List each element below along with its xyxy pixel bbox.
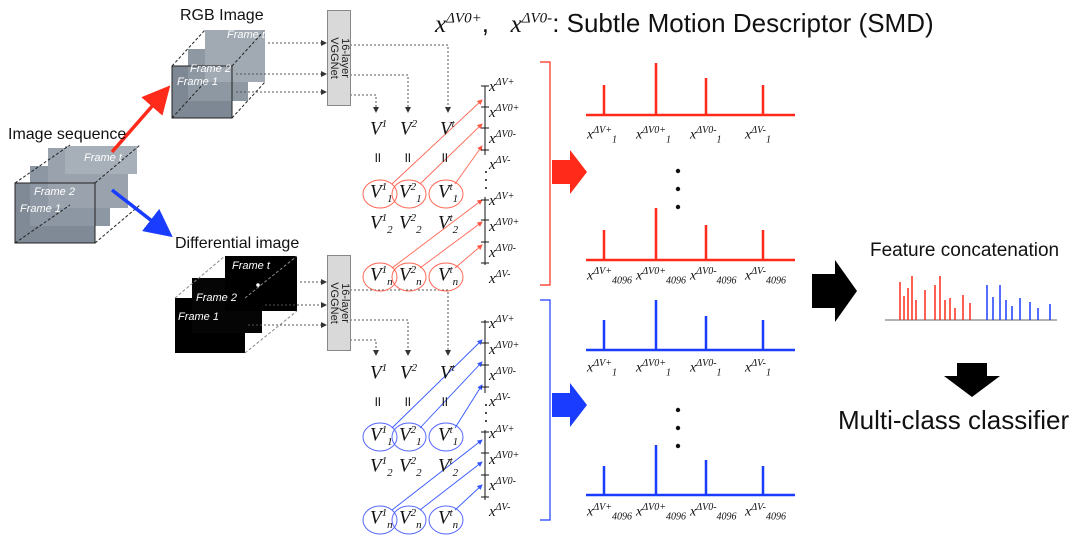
- v-row1-top-t: Vt1: [438, 181, 459, 206]
- blue-top-label-1: xΔV0+1: [636, 358, 671, 379]
- differential-image-stack: [174, 255, 298, 354]
- image-sequence-stack: [14, 144, 141, 244]
- seq-frame-2-label: Frame 2: [34, 186, 75, 198]
- equals-2-bottom: ॥: [403, 393, 412, 409]
- v-row1-bottom: V11: [370, 424, 393, 449]
- vt-label-bottom: Vt: [440, 362, 455, 384]
- red-bottom-label-2: xΔV0-4096: [690, 266, 737, 287]
- v1-label: V1: [370, 118, 388, 140]
- v-row2-top-2: V22: [399, 212, 422, 237]
- red-bottom-label-3: xΔV-4096: [745, 266, 786, 287]
- diff-frame-2-label: Frame 2: [196, 292, 237, 304]
- blue-bottom-label-1: xΔV0+4096: [636, 502, 686, 523]
- red-top-label-3: xΔV-1: [745, 125, 771, 146]
- red-top-label-0: xΔV+1: [587, 125, 617, 146]
- differential-image-label: Differential image: [175, 235, 300, 252]
- v-row1-top: V11: [370, 181, 393, 206]
- v1-label-bottom: V1: [370, 362, 388, 384]
- v-rown-bottom-t: Vtn: [438, 507, 459, 532]
- equals-1: ॥: [373, 149, 382, 165]
- rgb-image-stack: [171, 29, 266, 119]
- blue-top-label-3: xΔV-1: [745, 358, 771, 379]
- multi-class-classifier-label: Multi-class classifier: [838, 405, 1070, 435]
- v-rown-bottom-2: V2n: [399, 507, 422, 532]
- equals-t: ॥: [440, 149, 449, 165]
- blue-top-label-0: xΔV+1: [587, 358, 617, 379]
- vggnet-rgb-box: 16-layer VGGNet: [327, 10, 351, 106]
- v2-label: V2: [400, 118, 418, 140]
- rgb-frame-1-label: Frame 1: [177, 76, 218, 88]
- v-row2-bottom-t: Vt2: [438, 455, 459, 480]
- blue-bottom-label-0: xΔV+4096: [587, 502, 632, 523]
- v-row2-bottom: V12: [370, 455, 393, 480]
- diff-frame-1-label: Frame 1: [178, 311, 219, 323]
- equals-1-bottom: ॥: [373, 393, 382, 409]
- v-row1-bottom-2: V21: [399, 424, 422, 449]
- v-row1-bottom-t: Vt1: [438, 424, 459, 449]
- v-rown-top-t: Vtn: [438, 264, 459, 289]
- blue-bottom-label-3: xΔV-4096: [745, 502, 786, 523]
- rgb-image-label: RGB Image: [180, 7, 264, 24]
- blue-bottom-label-2: xΔV0-4096: [690, 502, 737, 523]
- diagram-title: xΔV0+, xΔV0-: Subtle Motion Descriptor (…: [435, 8, 934, 38]
- feature-concatenation-label: Feature concatenation: [870, 240, 1060, 261]
- v-row2-top-t: Vt2: [438, 212, 459, 237]
- rgb-frame-t-label: Frame t: [227, 29, 265, 41]
- red-top-label-1: xΔV0+1: [636, 125, 671, 146]
- v2-label-bottom: V2: [400, 362, 418, 384]
- blue-top-label-2: xΔV0-1: [690, 358, 722, 379]
- v-rown-bottom: V1n: [370, 507, 393, 532]
- x-col-group-4: xΔV+ xΔV0+ xΔV0- xΔV-: [489, 424, 520, 520]
- vt-label: Vt: [440, 118, 455, 140]
- seq-frame-t-label: Frame t: [84, 152, 122, 164]
- v-row2-top: V12: [370, 212, 393, 237]
- x-col-group-2: xΔV+ xΔV0+ xΔV0- xΔV-: [489, 191, 520, 287]
- vggnet-diff-box: 16-layer VGGNet: [327, 255, 351, 351]
- x-col-group-1: xΔV+ xΔV0+ xΔV0- xΔV-: [489, 77, 520, 173]
- v-row1-top-2: V21: [399, 181, 422, 206]
- rgb-frame-2-label: Frame 2: [190, 63, 231, 75]
- equals-2: ॥: [403, 149, 412, 165]
- red-bottom-label-0: xΔV+4096: [587, 266, 632, 287]
- x-col-group-3: xΔV+ xΔV0+ xΔV0- xΔV-: [489, 314, 520, 410]
- red-bottom-label-1: xΔV0+4096: [636, 266, 686, 287]
- v-row2-bottom-2: V22: [399, 455, 422, 480]
- image-sequence-label: Image sequence: [8, 126, 127, 143]
- v-rown-top: V1n: [370, 264, 393, 289]
- red-top-label-2: xΔV0-1: [690, 125, 722, 146]
- seq-frame-1-label: Frame 1: [20, 203, 61, 215]
- v-rown-top-2: V2n: [399, 264, 422, 289]
- equals-t-bottom: ॥: [440, 393, 449, 409]
- diff-frame-t-label: Frame t: [232, 260, 270, 272]
